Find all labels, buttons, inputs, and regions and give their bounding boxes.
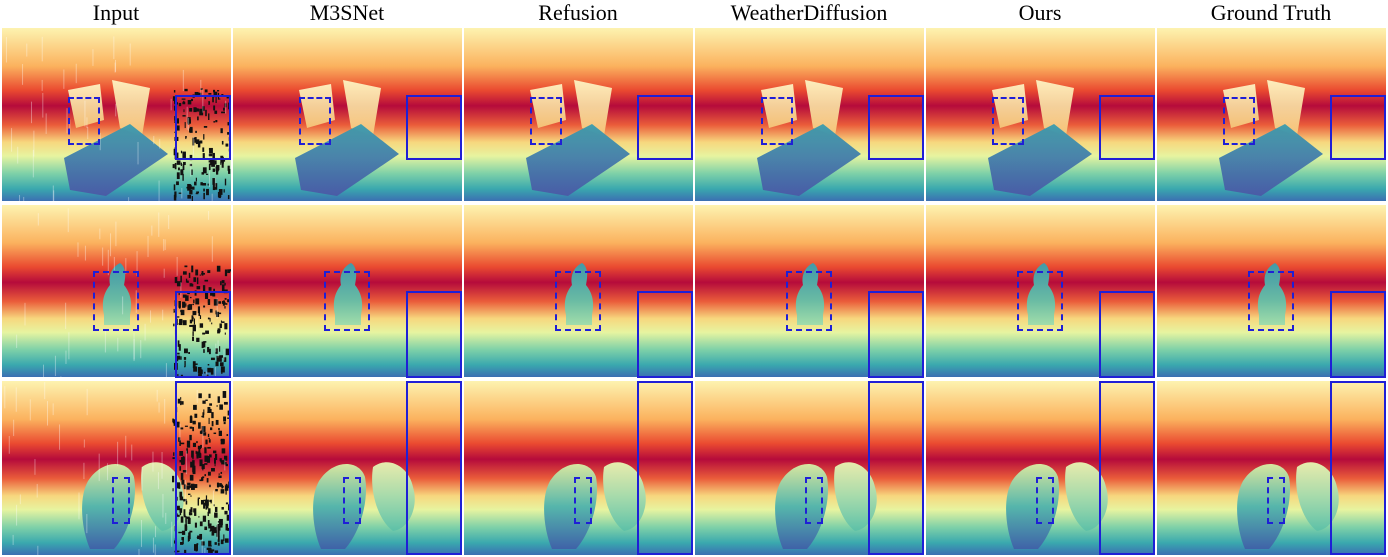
- depth-map-r1c1: [2, 28, 231, 201]
- depth-map-r3c5: [926, 381, 1155, 555]
- column-header-row: Input M3SNet Refusion WeatherDiffusion Ours G…: [0, 0, 1388, 27]
- depth-image-r2-weatherdiffusion: [695, 205, 924, 377]
- depth-image-r2-input: [2, 205, 231, 377]
- depth-image-r3-refusion: [464, 381, 693, 555]
- depth-map-r2c6: [1157, 205, 1386, 377]
- depth-image-r1-m3snet: [233, 28, 462, 201]
- depth-image-r1-ground-truth: [1157, 28, 1386, 201]
- depth-image-r3-ours: [926, 381, 1155, 555]
- depth-image-r3-input: [2, 381, 231, 555]
- depth-map-r3c6: [1157, 381, 1386, 555]
- depth-map-r1c6: [1157, 28, 1386, 201]
- column-title-0: Input: [92, 0, 140, 25]
- depth-map-r2c4: [695, 205, 924, 377]
- depth-image-r1-refusion: [464, 28, 693, 201]
- column-title-3: WeatherDiffusion: [730, 0, 888, 25]
- figure-grid: [2, 28, 1386, 555]
- depth-map-r2c2: [233, 205, 462, 377]
- depth-map-r1c3: [464, 28, 693, 201]
- depth-image-r1-ours: [926, 28, 1155, 201]
- depth-image-r2-ground-truth: [1157, 205, 1386, 377]
- depth-map-r1c2: [233, 28, 462, 201]
- depth-image-r3-ground-truth: [1157, 381, 1386, 555]
- depth-image-r1-input: [2, 28, 231, 201]
- column-title-1: M3SNet: [309, 0, 385, 25]
- column-title-2: Refusion: [538, 0, 618, 25]
- depth-image-r3-m3snet: [233, 381, 462, 555]
- depth-image-r2-m3snet: [233, 205, 462, 377]
- depth-image-r1-weatherdiffusion: [695, 28, 924, 201]
- depth-map-r1c4: [695, 28, 924, 201]
- column-title-5: Ground Truth: [1210, 0, 1332, 25]
- depth-map-r2c5: [926, 205, 1155, 377]
- depth-image-r3-weatherdiffusion: [695, 381, 924, 555]
- column-title-4: Ours: [1018, 0, 1062, 25]
- depth-map-r3c4: [695, 381, 924, 555]
- depth-map-r3c2: [233, 381, 462, 555]
- depth-image-r2-refusion: [464, 205, 693, 377]
- depth-map-r3c3: [464, 381, 693, 555]
- depth-map-r2c1: [2, 205, 231, 377]
- depth-map-r3c1: [2, 381, 231, 555]
- depth-map-r2c3: [464, 205, 693, 377]
- depth-image-r2-ours: [926, 205, 1155, 377]
- depth-map-r1c5: [926, 28, 1155, 201]
